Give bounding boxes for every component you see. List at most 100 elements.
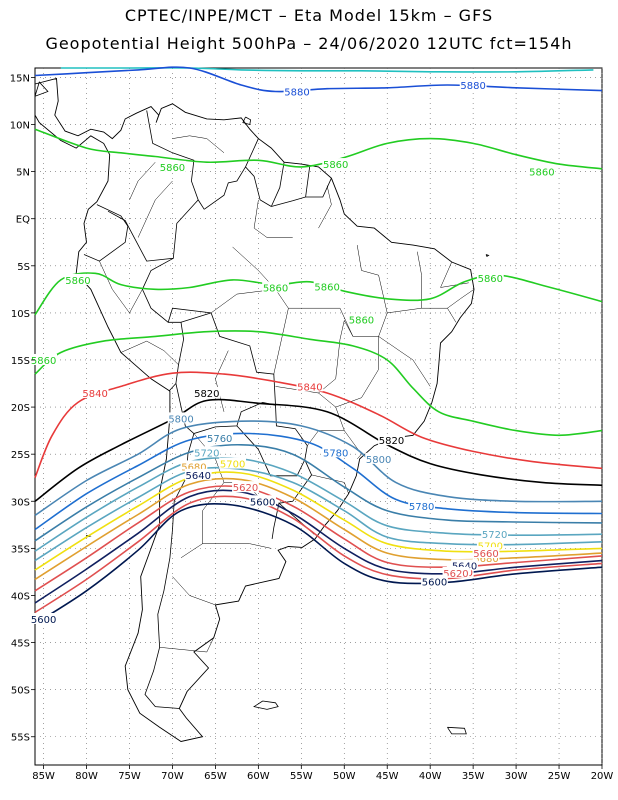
lat-label: 5S [17, 262, 30, 273]
contour-label-5740: 5720 [482, 530, 507, 541]
contour-label-bg [167, 412, 195, 424]
contour-line-5800 [34, 420, 603, 517]
state-border [344, 430, 362, 460]
contour-line-5640 [34, 489, 603, 604]
contour-label-bg [296, 380, 324, 392]
contour-label-5660: 5660 [473, 549, 498, 560]
contour-label-5780: 5780 [323, 448, 348, 459]
contour-label-5600: 5600 [31, 615, 56, 626]
lon-label: 35W [462, 771, 485, 782]
lat-label: EQ [16, 215, 30, 226]
contour-line-5780 [34, 432, 603, 531]
contour-label-bg [180, 460, 208, 472]
contour-label-bg [421, 575, 448, 587]
state-border [275, 386, 345, 446]
lon-label: 65W [204, 771, 227, 782]
island [242, 116, 252, 126]
contour-label-bg [313, 280, 341, 292]
lon-label: 25W [548, 771, 571, 782]
island [447, 726, 467, 735]
contour-label-5860: 5860 [349, 315, 374, 326]
lon-label: 20W [591, 771, 614, 782]
contour-label-5860: 5860 [323, 160, 348, 171]
state-border [356, 245, 388, 313]
contour-label-bg [64, 273, 92, 285]
contour-label-5740: 5720 [194, 448, 219, 459]
contour-label-5620: 5620 [443, 569, 468, 580]
contour-label-bg [184, 468, 212, 480]
contour-label-bg [30, 613, 57, 625]
state-border [318, 319, 354, 394]
contour-label-bg [206, 432, 234, 444]
contour-label-bg [81, 386, 109, 398]
contour-label-bg [322, 158, 350, 170]
graticule [35, 68, 603, 765]
contour-label-5700: 5700 [220, 460, 245, 471]
contour-label-5860: 5860 [31, 356, 56, 367]
state-border [172, 576, 216, 606]
lat-label: 10S [11, 309, 30, 320]
contour-label-bg [476, 272, 504, 284]
contour-label-bg [476, 539, 504, 551]
country-border [271, 164, 311, 207]
lon-label: 50W [333, 771, 356, 782]
state-border [253, 199, 293, 238]
contour-label-5640: 5640 [452, 561, 477, 572]
contour-label-bg [219, 457, 246, 469]
country-border [203, 166, 246, 210]
contour-label-5820: 5820 [194, 389, 219, 400]
island [253, 700, 279, 710]
contour-label-5640: 5640 [186, 471, 211, 482]
state-border [202, 543, 272, 549]
state-border [318, 185, 332, 229]
contour-label-5860: 5860 [65, 276, 90, 287]
contour-label-5860: 5860 [263, 283, 288, 294]
contour-line-cyan [60, 67, 594, 73]
contour-label-5780: 5780 [409, 502, 434, 513]
country-border [270, 162, 285, 207]
contour-label-bg [283, 85, 311, 97]
state-border [440, 261, 469, 288]
state-border [129, 162, 156, 201]
title-line-2: Geopotential Height 500hPa – 24/06/2020 … [45, 34, 573, 53]
country-border [141, 257, 185, 392]
lon-label: 80W [75, 771, 98, 782]
contour-label-bg [193, 446, 221, 458]
lon-label: 40W [419, 771, 442, 782]
lon-label: 55W [290, 771, 313, 782]
lat-label: 35S [11, 544, 30, 555]
lat-label: 15S [11, 356, 30, 367]
contour-label-bg [159, 160, 186, 172]
lat-label: 40S [11, 591, 30, 602]
contour-labels: 5880 5880 5860 5860 5860 5860 5860 5860 5860 5860… [30, 78, 556, 626]
contour-label-5840: 5840 [297, 382, 322, 393]
state-border [120, 340, 179, 365]
contour-line-5620 [34, 495, 603, 614]
contour-label-5860: 5860 [478, 274, 503, 285]
contour-label-bg [481, 528, 509, 540]
contour-line-5600 [34, 503, 603, 625]
island [485, 254, 490, 257]
contour-label-5600: 5600 [250, 497, 275, 508]
contour-label-5880: 5880 [284, 88, 309, 99]
contour-label-bg [249, 495, 277, 507]
lat-label: 45S [11, 639, 30, 650]
lon-label: 30W [505, 771, 528, 782]
contour-label-bg [232, 481, 259, 493]
contour-line-5860 [34, 272, 603, 316]
contour-label-bg [442, 566, 470, 578]
lon-label: 45W [376, 771, 399, 782]
country-border [167, 307, 212, 323]
contour-lines [34, 66, 603, 625]
contour-label-bg [378, 434, 405, 446]
state-border [215, 350, 229, 412]
contour-label-bg [365, 452, 393, 464]
island [34, 81, 49, 97]
state-border [447, 289, 475, 309]
country-border [305, 178, 332, 198]
contour-line-5820 [34, 398, 603, 502]
contour-label-bg [451, 559, 478, 571]
contour-label-5680: 5680 [473, 554, 498, 565]
country-border [107, 199, 199, 262]
